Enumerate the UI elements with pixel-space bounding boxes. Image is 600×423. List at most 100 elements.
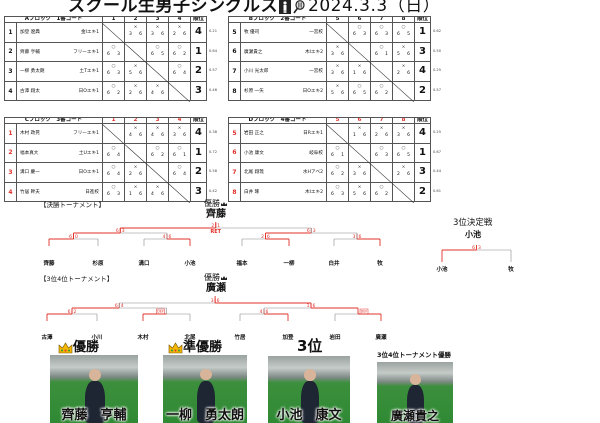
score-left: 6 (68, 309, 71, 315)
score-right: 0 (75, 234, 78, 240)
page-title: スクール生男子シングルス 2024.3.3（日） (68, 0, 440, 15)
player-team: 土Uエキ1 (78, 150, 99, 156)
award-label-text: 3位 (297, 337, 323, 355)
person-figure (407, 385, 425, 423)
score-right: 6 (359, 234, 362, 240)
player-team: 日Oエキ1 (78, 170, 99, 176)
game-ratio: 0.42 (209, 188, 218, 193)
player-name: 小川 光太郎 (244, 69, 269, 75)
player-team: フリーエキ1 (73, 131, 99, 136)
person-head (304, 369, 316, 381)
game-ratio: 0.44 (433, 169, 442, 174)
default-label: DEF (157, 310, 164, 314)
default-label: DEF (361, 310, 368, 314)
rank-header: 順位 (190, 16, 207, 23)
rank-value: 2 (414, 80, 431, 102)
player-name: 白井 (328, 259, 340, 267)
score-left: 2 (261, 234, 264, 240)
rank-value: 1 (414, 22, 431, 43)
game-ratio: 0.25 (433, 68, 442, 73)
player-team: 岐阜校 (309, 150, 323, 156)
score-left: 3 (211, 298, 214, 304)
player-team: フリーエキ1 (73, 49, 99, 55)
third-fourth-tournament-title: 【3位4位トーナメント】 (40, 275, 114, 283)
player-name: 古澤 (41, 333, 53, 341)
award-label-text: 優勝 (73, 340, 100, 355)
player-name: 福本真大 (20, 150, 39, 156)
third-fourth-champion-label: 優勝 (204, 274, 228, 282)
rank-value: 2 (414, 181, 431, 203)
score-left: 2 (211, 223, 214, 229)
player-name: 小池 (436, 265, 448, 273)
default-box (156, 308, 165, 315)
game-ratio: 0.57 (433, 87, 442, 92)
score-left: 6 (307, 228, 310, 234)
score-right: 6 (266, 309, 269, 315)
game-ratio: 0.61 (433, 188, 442, 193)
player-name: 溝口 (138, 259, 149, 267)
score-right: 6 (169, 234, 172, 240)
player-name: 廣瀬 (375, 333, 387, 341)
rank-value: 1 (414, 142, 431, 164)
player-name: 廣瀬貴之 (244, 49, 263, 55)
game-ratio: 0.21 (209, 29, 218, 33)
person-head (88, 368, 102, 381)
rank-header: 順位 (414, 117, 431, 124)
winner-photo: 廣瀬貴之 (377, 362, 453, 423)
photo-caption: 齊藤 亨輔 (61, 407, 127, 423)
award-label: 優勝 (58, 340, 100, 355)
score-right: 3 (313, 228, 316, 234)
final-champion-label: 優勝 (204, 200, 228, 208)
player-name: 岩田 正之 (244, 131, 264, 136)
player-team: 日Oエキ1 (78, 88, 99, 94)
player-name: 齊藤 (43, 259, 55, 267)
score-right: 1 (217, 223, 220, 229)
score-right: 2 (74, 309, 77, 315)
player-name: 福本 (235, 259, 248, 267)
player-name: 加登 遼典 (20, 30, 40, 35)
player-number: 8 (228, 80, 241, 102)
player-team: 一宮校 (309, 69, 323, 75)
player-name: 一柳 (283, 259, 295, 267)
photo-caption: 小池 康文 (276, 407, 342, 423)
game-ratio: 0.46 (209, 87, 218, 92)
rank-value: 1 (190, 41, 207, 63)
third-place-title: 3位決定戦 (453, 218, 493, 228)
retired-note: RET (210, 229, 221, 235)
player-cell: 北尾 翔琉 水Hアベ2 (240, 162, 327, 183)
game-ratio: 0.72 (209, 149, 218, 154)
rank-value: 3 (190, 181, 207, 203)
score-left: 6 (69, 234, 72, 240)
person-icon (279, 0, 291, 14)
game-ratio: 0.38 (209, 130, 218, 134)
game-ratio: 0.64 (209, 48, 218, 53)
score-left: 6 (116, 228, 119, 234)
player-team: 日進校 (85, 189, 99, 195)
score-right: 6 (313, 303, 316, 309)
final-tournament-title: 【決勝トーナメント】 (40, 201, 105, 209)
player-name: 北尾 (184, 333, 196, 341)
award-label-text: 3位4位トーナメント優勝 (377, 351, 452, 359)
player-cell: 古澤 翔太 日Oエキ1 (16, 80, 103, 102)
score-right: 4 (121, 303, 124, 309)
crown-icon (168, 342, 183, 354)
player-team: 木Iエキ2 (304, 189, 323, 195)
person-figure (300, 381, 319, 423)
player-name: 竹居 幹夫 (20, 189, 40, 195)
crown-icon (58, 342, 73, 354)
player-name: 小池 (184, 259, 196, 267)
player-team: 一宮校 (309, 30, 323, 35)
player-cell: 竹居 幹夫 日進校 (16, 181, 103, 203)
award-label: 3位4位トーナメント優勝 (377, 351, 452, 359)
score-right: 3 (478, 245, 481, 251)
player-name: 小川 (91, 333, 103, 341)
player-name: 白井 琢 (244, 189, 260, 195)
player-team: 金Iエキ1 (80, 30, 99, 35)
game-ratio: 0.57 (209, 68, 218, 73)
event-date: 2024.3.3（日） (308, 0, 441, 16)
rank-value: 3 (414, 41, 431, 63)
game-ratio: 0.25 (433, 130, 442, 134)
game-ratio: 0.62 (433, 29, 442, 33)
player-name: 岩田 (328, 333, 341, 341)
